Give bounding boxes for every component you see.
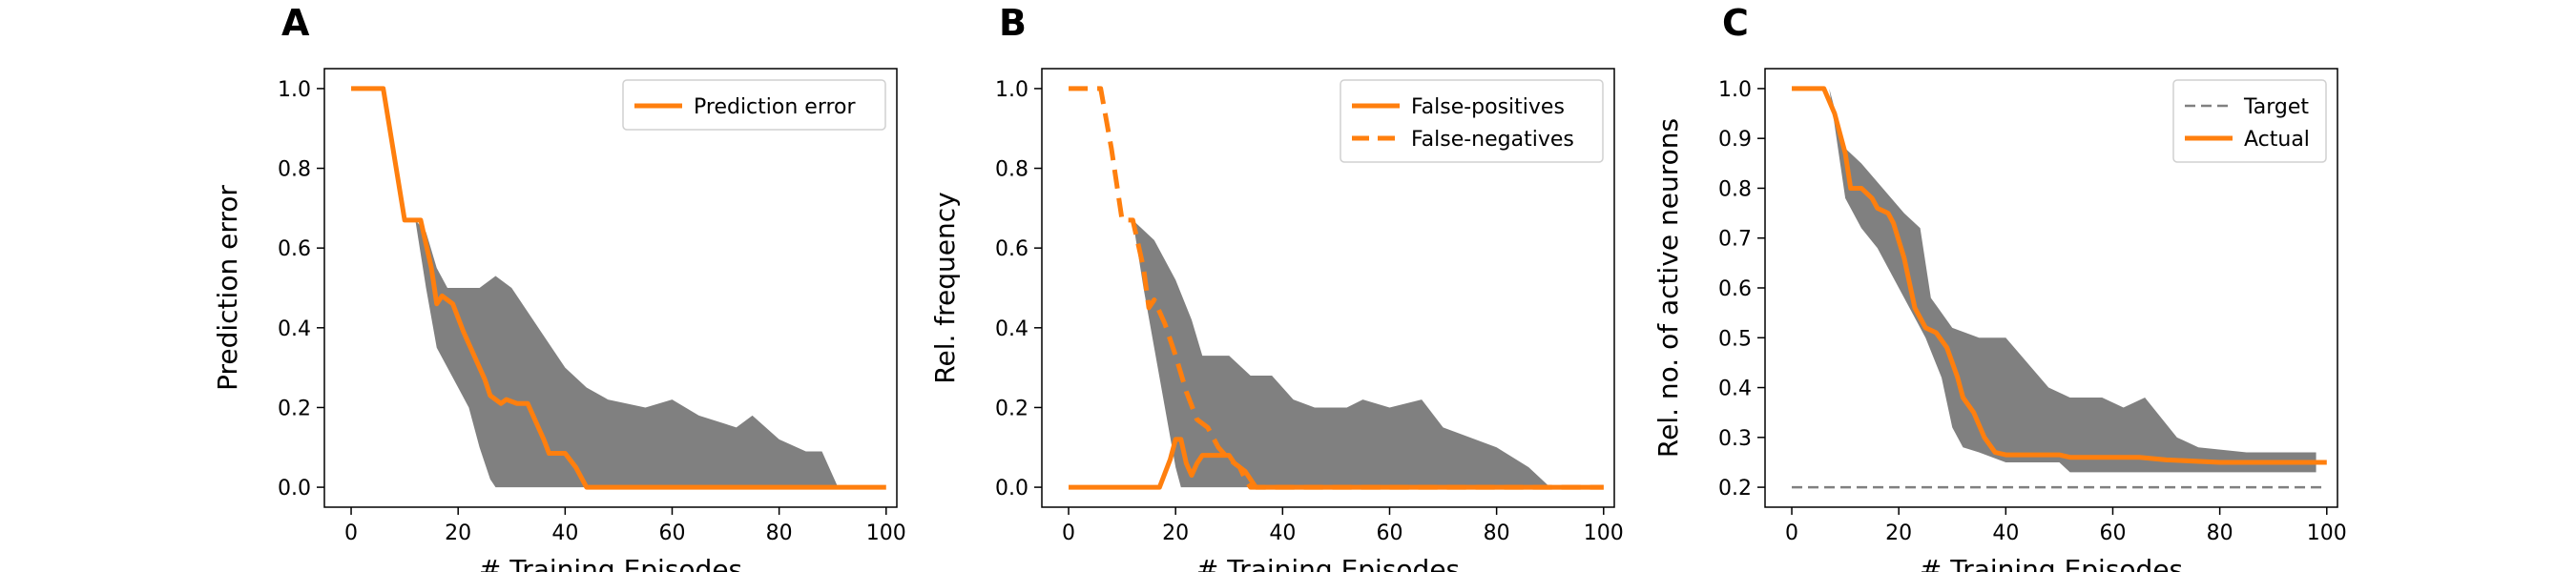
x-tick-label: 0	[344, 521, 358, 545]
y-tick-label: 0.2	[278, 397, 311, 420]
y-axis-label: Rel. no. of active neurons	[1652, 118, 1684, 458]
y-tick-label: 0.2	[1718, 477, 1752, 500]
x-tick-label: 0	[1785, 521, 1798, 545]
legend: Target Actual	[2172, 79, 2327, 163]
x-tick-label: 100	[866, 521, 906, 545]
legend-label: Prediction error	[694, 95, 856, 119]
x-tick-label: 100	[2307, 521, 2347, 545]
x-tick-label: 80	[1484, 521, 1510, 545]
y-tick-label: 1.0	[278, 78, 311, 102]
y-tick-label: 0.6	[995, 237, 1028, 261]
legend-box	[622, 79, 886, 131]
x-axis-label: # Training Episodes	[1920, 554, 2183, 572]
y-tick-label: 0.0	[278, 477, 311, 500]
y-tick-label: 0.7	[1718, 228, 1752, 252]
y-tick-label: 0.9	[1718, 128, 1752, 152]
legend: False-positives False-negatives	[1340, 79, 1604, 163]
y-axis-label: Prediction error	[212, 185, 243, 391]
y-tick-label: 0.8	[1718, 177, 1752, 201]
chart-panel-b: B 0 20 40 60 80 100 0.0 0.2 0.4 0.6 0.8 1.0 # Trainin…	[929, 2, 1624, 572]
variability-band	[415, 219, 839, 488]
variability-band	[1829, 88, 2316, 473]
x-axis-label: # Training Episodes	[479, 554, 742, 572]
panel-letter: A	[281, 2, 310, 44]
y-axis-label: Rel. frequency	[929, 192, 961, 383]
y-tick-label: 0.2	[995, 397, 1028, 420]
axes-frame	[323, 68, 898, 508]
legend: Prediction error	[622, 79, 886, 131]
x-axis-label: # Training Episodes	[1196, 554, 1460, 572]
series-line-2	[1792, 86, 2327, 465]
legend-box	[1340, 79, 1604, 163]
legend-label: False-positives	[1411, 95, 1565, 119]
x-tick-label: 20	[445, 521, 471, 545]
panel-letter: C	[1722, 2, 1749, 44]
y-tick-label: 0.4	[278, 317, 311, 341]
y-tick-label: 0.8	[278, 158, 311, 182]
y-tick-label: 0.0	[995, 477, 1028, 500]
x-tick-label: 0	[1062, 521, 1075, 545]
series-line-1	[351, 86, 886, 490]
y-tick-label: 0.3	[1718, 427, 1752, 451]
x-tick-label: 40	[1269, 521, 1296, 545]
x-tick-label: 40	[1992, 521, 2019, 545]
plot-area	[1069, 86, 1604, 490]
y-tick-label: 1.0	[995, 78, 1028, 102]
x-tick-label: 20	[1162, 521, 1189, 545]
x-tick-label: 80	[2207, 521, 2233, 545]
plot-area	[1792, 86, 2327, 489]
y-tick-label: 0.4	[995, 317, 1028, 341]
series-line-2	[1069, 86, 1604, 490]
x-tick-label: 100	[1584, 521, 1624, 545]
y-tick-label: 1.0	[1718, 78, 1752, 102]
y-tick-label: 0.4	[1718, 378, 1752, 401]
x-tick-label: 60	[2099, 521, 2126, 545]
y-tick-label: 0.6	[278, 237, 311, 261]
x-tick-label: 60	[658, 521, 685, 545]
x-tick-label: 60	[1376, 521, 1402, 545]
y-tick-label: 0.8	[995, 158, 1028, 182]
variability-band	[1132, 219, 1550, 488]
legend-box	[2172, 79, 2327, 163]
plot-area	[351, 86, 886, 490]
x-tick-label: 40	[551, 521, 578, 545]
y-tick-label: 0.5	[1718, 327, 1752, 351]
chart-panel-c: C 0 20 40 60 80 100 0.2 0.3 0.4 0.5 0.6 0.7 0.8 0.9 1.0…	[1652, 2, 2347, 572]
chart-panel-a: A 0 20 40 60 80 100 0.0 0.2 0.4 0.6 0.8 1.0 # Trainin…	[212, 2, 906, 572]
x-tick-label: 20	[1885, 521, 1912, 545]
legend-label: Actual	[2244, 128, 2310, 152]
legend-label: False-negatives	[1411, 128, 1574, 152]
axes-frame	[1041, 68, 1615, 508]
legend-label: Target	[2243, 95, 2309, 119]
panel-letter: B	[999, 2, 1027, 44]
x-tick-label: 80	[766, 521, 793, 545]
y-tick-label: 0.6	[1718, 277, 1752, 301]
